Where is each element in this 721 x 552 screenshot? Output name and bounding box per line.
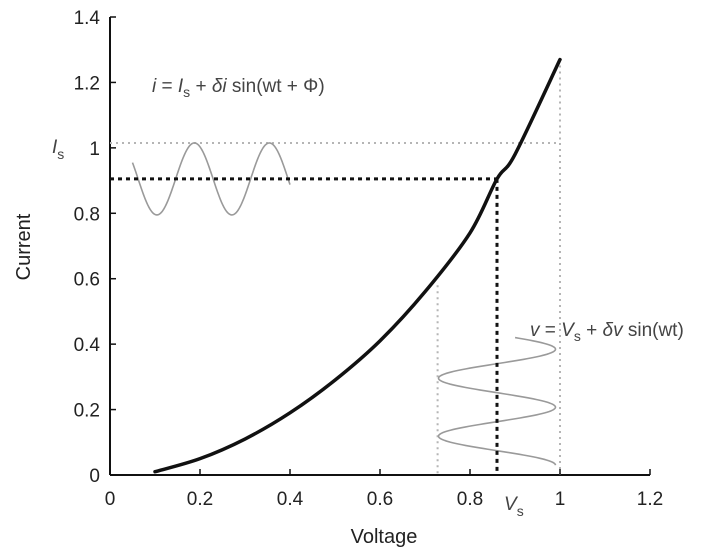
voltage-equation: v = Vs + δv sin(wt) [530, 320, 684, 344]
Vs-label-main: V [504, 494, 519, 515]
curve-layer [153, 57, 562, 474]
voltage-eq-equals: = [540, 320, 562, 341]
x-tick-label: 1 [555, 489, 566, 510]
y-tick-label: 0.6 [74, 270, 100, 291]
x-tick-label: 1.2 [637, 489, 663, 510]
x-tick-label: 0.4 [277, 489, 304, 510]
current-eq-var: i [222, 76, 227, 97]
voltage-sine-wave [437, 336, 557, 466]
Is-label-sub: s [57, 146, 64, 162]
Vs-label: Vs [504, 494, 524, 519]
current-eq-plus: + [190, 76, 212, 97]
current-eq-equals: = [156, 76, 178, 97]
y-tick-label: 1 [89, 139, 100, 160]
y-tick-label: 0 [89, 466, 100, 487]
current-eq-delta: δ [212, 76, 223, 97]
x-tick-label: 0.8 [457, 489, 483, 510]
y-tick-label: 0.2 [74, 401, 100, 422]
voltage-eq-var: v [613, 320, 624, 341]
voltage-eq-plus: + [581, 320, 603, 341]
y-tick-label: 0.8 [74, 204, 100, 225]
current-eq-lhs: i [152, 76, 157, 97]
current-eq-I: I [178, 76, 184, 97]
voltage-eq-V: V [561, 320, 576, 341]
tick-labels: 0 0.2 0.4 0.6 0.8 1 1.2 0 0.2 0.4 0.6 0.8 1 1.2 1.4 [74, 8, 664, 510]
current-equation: i = Is + δi sin(wt + Φ) [152, 76, 325, 100]
Is-label: Is [52, 137, 64, 162]
voltage-eq-V-sub: s [574, 328, 581, 344]
y-tick-label: 1.4 [74, 8, 101, 29]
x-tick-label: 0.6 [367, 489, 393, 510]
current-eq-I-sub: s [183, 84, 190, 100]
current-sine-wave [131, 142, 291, 216]
guide-lines [110, 59, 561, 475]
waves [131, 142, 557, 466]
current-eq-sin: sin(wt + Φ) [227, 76, 325, 97]
y-axis-title: Current [13, 213, 35, 280]
voltage-eq-sin: sin(wt) [623, 320, 684, 341]
x-tick-label: 0.2 [187, 489, 213, 510]
x-axis-title: Voltage [351, 526, 418, 548]
iv-curve [153, 57, 562, 474]
operating-point-lines [110, 177, 499, 475]
y-tick-label: 0.4 [74, 335, 101, 356]
voltage-eq-lhs: v [530, 320, 541, 341]
y-tick-label: 1.2 [74, 73, 100, 94]
Is-label-main: I [52, 137, 58, 158]
voltage-eq-delta: δ [603, 320, 614, 341]
x-tick-label: 0 [105, 489, 116, 510]
Vs-label-sub: s [517, 503, 524, 519]
